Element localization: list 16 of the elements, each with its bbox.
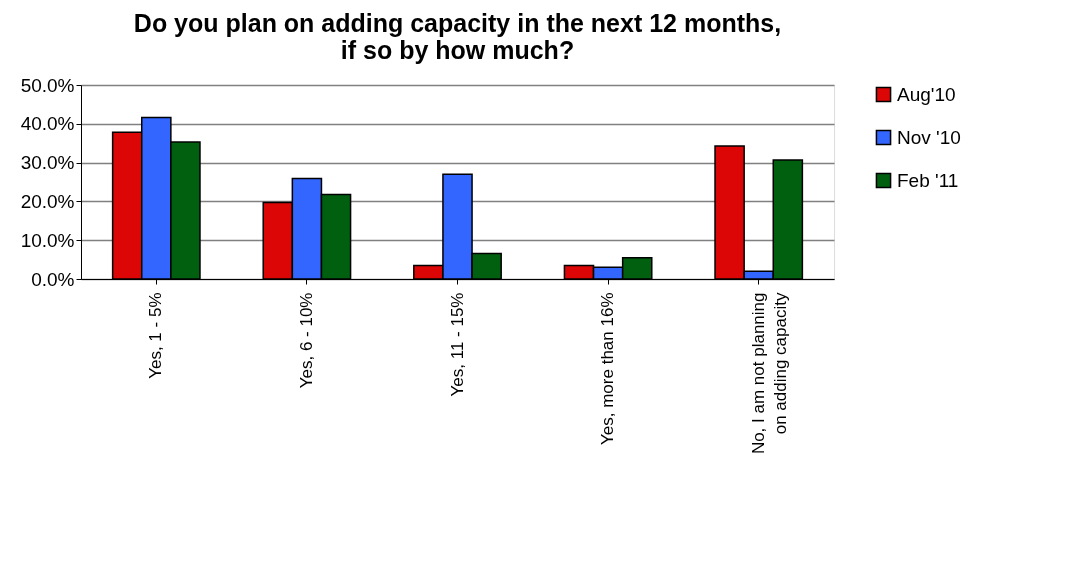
y-tick-label: 20.0% — [20, 190, 75, 212]
y-tick-label: 50.0% — [20, 74, 75, 96]
x-tick-label: Yes, 11 - 15% — [447, 292, 467, 397]
y-tick-label: 30.0% — [20, 152, 75, 174]
legend-label: Feb '11 — [897, 169, 959, 191]
y-tick-label: 0.0% — [31, 268, 75, 290]
x-tick-label: No, I am not planning on adding capacity — [748, 292, 790, 455]
legend-label: Aug'10 — [897, 83, 956, 105]
text: if so by how much? — [340, 36, 575, 64]
legend-label: Nov '10 — [897, 126, 961, 148]
x-tick-label: Yes, 1 - 5% — [146, 292, 166, 379]
y-tick-label: 10.0% — [20, 229, 75, 251]
x-tick-label: Yes, 6 - 10% — [296, 292, 316, 389]
y-tick-label: 40.0% — [20, 113, 75, 135]
x-tick-label: Yes, more than 16% — [598, 292, 618, 445]
text: Do you plan on adding capacity in the next 12 months, — [133, 9, 782, 37]
